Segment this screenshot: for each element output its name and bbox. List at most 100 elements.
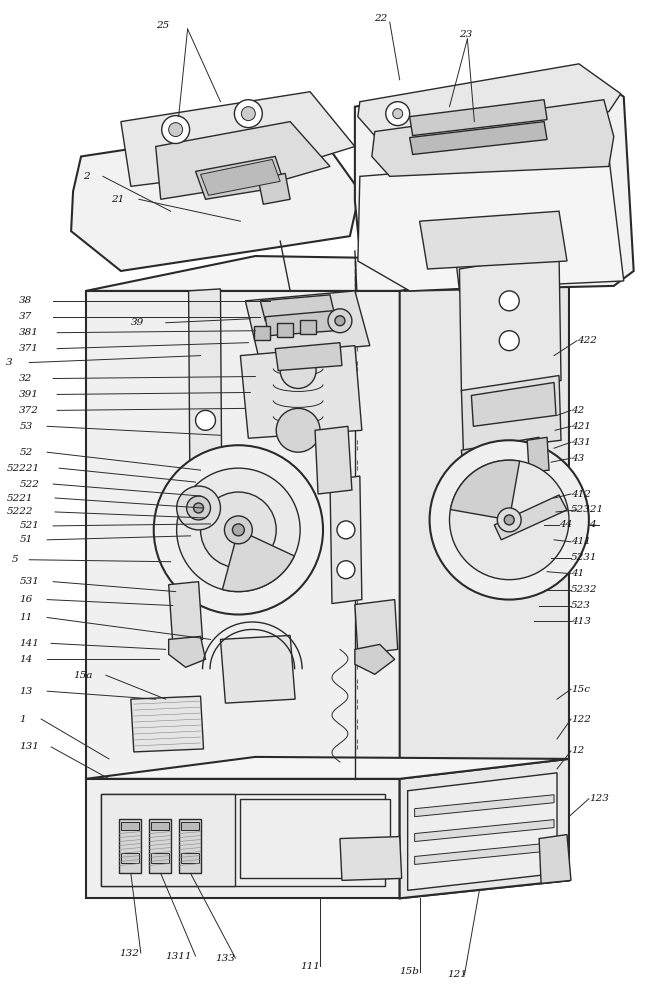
- Text: 123: 123: [589, 794, 609, 803]
- Text: 371: 371: [19, 344, 39, 353]
- Polygon shape: [409, 122, 547, 154]
- Polygon shape: [372, 100, 614, 176]
- Polygon shape: [494, 495, 567, 540]
- Text: 523: 523: [571, 601, 591, 610]
- Text: 52221: 52221: [7, 464, 39, 473]
- Polygon shape: [71, 122, 360, 271]
- Bar: [121, 822, 139, 830]
- Text: 15c: 15c: [571, 685, 590, 694]
- Polygon shape: [355, 644, 395, 674]
- Polygon shape: [220, 635, 295, 703]
- Circle shape: [337, 521, 355, 539]
- Text: 5231: 5231: [571, 553, 598, 562]
- Polygon shape: [355, 600, 398, 654]
- Circle shape: [176, 486, 220, 530]
- Text: 15b: 15b: [400, 967, 420, 976]
- Text: 111: 111: [300, 962, 320, 971]
- Text: 522: 522: [19, 480, 39, 489]
- Text: 1311: 1311: [166, 952, 192, 961]
- Polygon shape: [265, 311, 335, 336]
- Text: 141: 141: [19, 639, 39, 648]
- Text: 131: 131: [19, 742, 39, 751]
- Polygon shape: [86, 291, 400, 779]
- Text: 41: 41: [571, 569, 584, 578]
- Polygon shape: [407, 773, 557, 890]
- Polygon shape: [260, 295, 335, 321]
- Polygon shape: [358, 64, 621, 142]
- Text: 25: 25: [155, 21, 169, 30]
- Polygon shape: [121, 92, 355, 186]
- Text: 32: 32: [19, 374, 33, 383]
- Wedge shape: [451, 460, 520, 520]
- Polygon shape: [539, 835, 571, 883]
- Polygon shape: [527, 437, 549, 472]
- Circle shape: [232, 524, 244, 536]
- Polygon shape: [330, 476, 362, 604]
- Text: 431: 431: [571, 438, 591, 447]
- Text: 53: 53: [19, 422, 33, 431]
- Polygon shape: [169, 636, 205, 667]
- Polygon shape: [461, 437, 544, 500]
- Circle shape: [194, 503, 203, 513]
- Text: 5221: 5221: [7, 494, 33, 503]
- Text: 15a: 15a: [73, 671, 92, 680]
- Text: 51: 51: [19, 535, 33, 544]
- Polygon shape: [131, 696, 203, 752]
- Polygon shape: [101, 794, 236, 886]
- Polygon shape: [195, 156, 285, 199]
- Text: 381: 381: [19, 328, 39, 337]
- Text: 4: 4: [589, 520, 596, 529]
- Circle shape: [449, 460, 569, 580]
- Bar: [300, 320, 316, 334]
- Polygon shape: [169, 582, 203, 642]
- Polygon shape: [240, 346, 362, 438]
- Text: 13: 13: [19, 687, 33, 696]
- Polygon shape: [409, 100, 547, 136]
- Text: 14: 14: [19, 655, 33, 664]
- Text: 521: 521: [19, 521, 39, 530]
- Circle shape: [162, 116, 190, 144]
- Text: 37: 37: [19, 312, 33, 321]
- Polygon shape: [461, 376, 561, 452]
- Polygon shape: [355, 67, 634, 291]
- Circle shape: [186, 496, 211, 520]
- Text: 132: 132: [119, 949, 139, 958]
- Text: 44: 44: [559, 520, 572, 529]
- Text: 52: 52: [19, 448, 33, 457]
- Text: 43: 43: [571, 454, 584, 463]
- Polygon shape: [240, 799, 390, 878]
- Circle shape: [154, 445, 323, 615]
- Text: 52321: 52321: [571, 505, 604, 514]
- Text: 16: 16: [19, 595, 33, 604]
- Polygon shape: [188, 289, 222, 592]
- Polygon shape: [86, 779, 400, 898]
- Bar: [119, 819, 141, 873]
- Text: 23: 23: [459, 30, 473, 39]
- Circle shape: [195, 410, 215, 430]
- Polygon shape: [415, 843, 554, 864]
- Polygon shape: [459, 253, 561, 392]
- Circle shape: [201, 492, 276, 568]
- Wedge shape: [222, 530, 295, 592]
- Circle shape: [499, 331, 519, 351]
- Circle shape: [176, 468, 300, 592]
- Polygon shape: [400, 759, 569, 898]
- Circle shape: [335, 316, 345, 326]
- Text: 5: 5: [11, 555, 18, 564]
- Text: 422: 422: [577, 336, 597, 345]
- Bar: [151, 822, 169, 830]
- Text: 12: 12: [571, 746, 584, 755]
- Bar: [178, 819, 201, 873]
- Text: 5222: 5222: [7, 507, 33, 516]
- Polygon shape: [245, 291, 370, 356]
- Text: 121: 121: [447, 970, 467, 979]
- Polygon shape: [258, 173, 290, 204]
- Circle shape: [386, 102, 409, 126]
- Text: 411: 411: [571, 537, 591, 546]
- Circle shape: [169, 123, 182, 137]
- Bar: [255, 326, 270, 340]
- Bar: [121, 853, 139, 863]
- Polygon shape: [472, 382, 556, 426]
- Circle shape: [241, 107, 255, 121]
- Circle shape: [499, 291, 519, 311]
